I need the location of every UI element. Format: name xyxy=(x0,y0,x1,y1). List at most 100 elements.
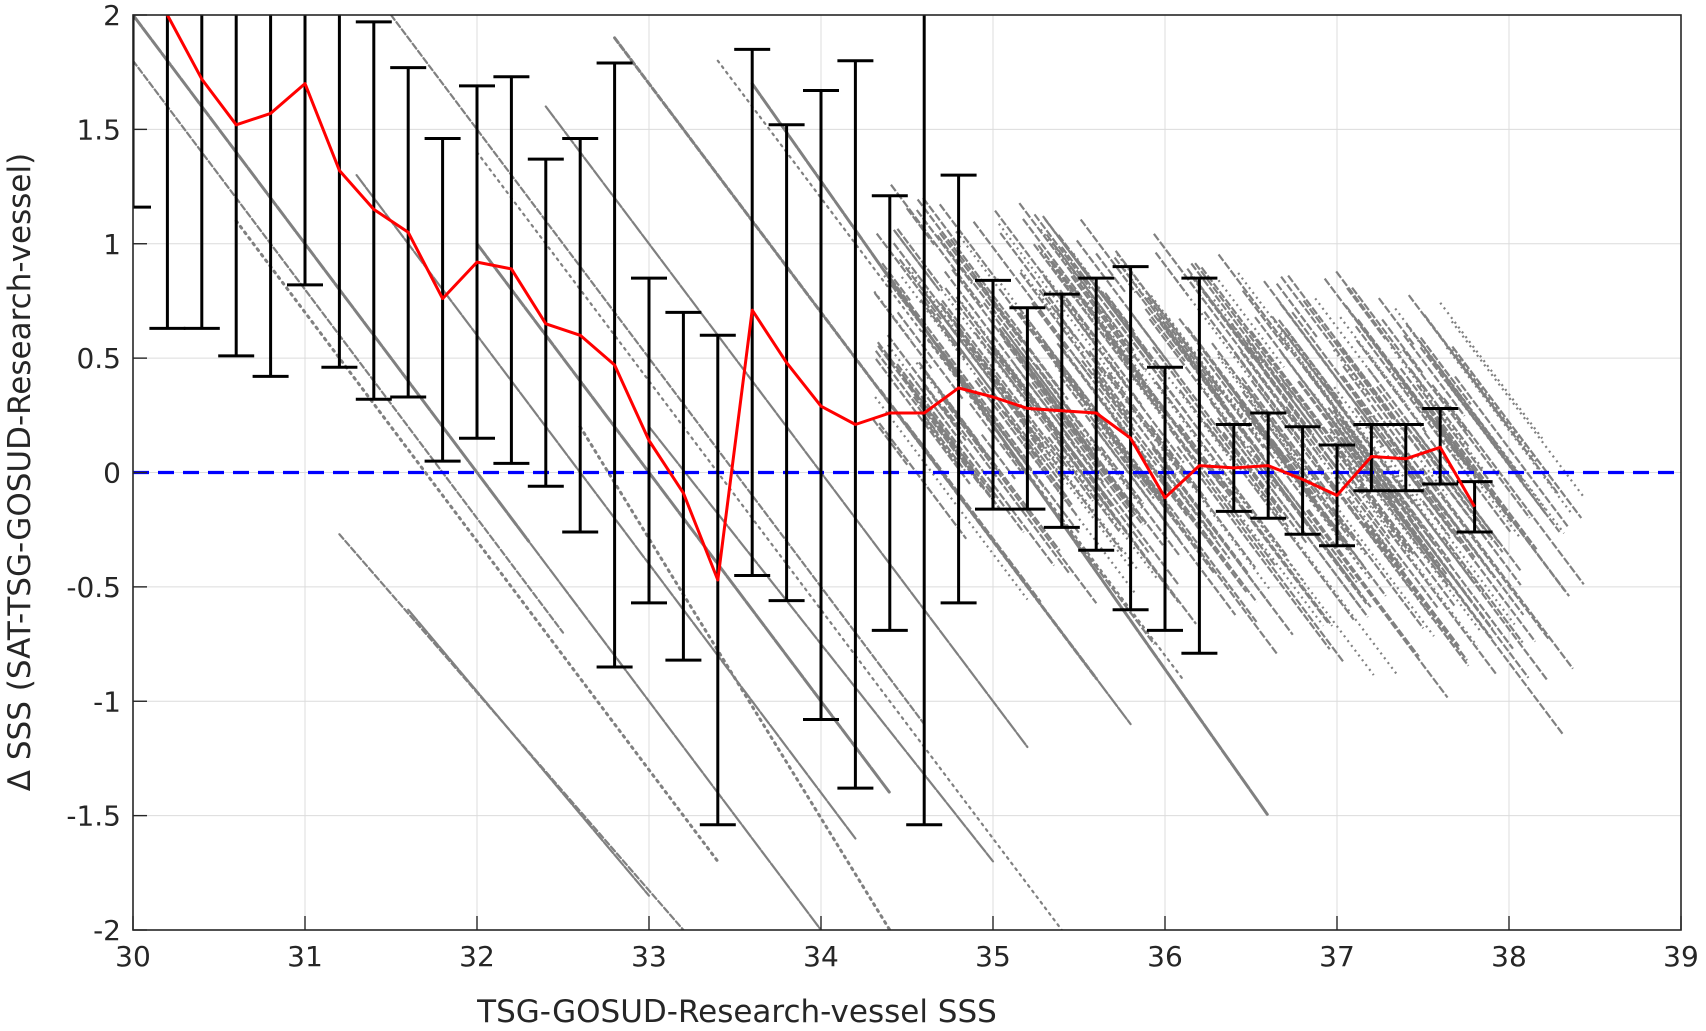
dense-streak-277 xyxy=(1254,454,1368,605)
dense-streak-375 xyxy=(1039,228,1172,404)
dense-streak-197 xyxy=(1153,233,1306,435)
dense-streak-394 xyxy=(955,296,1052,424)
dense-streak-39 xyxy=(1354,325,1512,533)
dense-streak-13 xyxy=(1003,340,1144,526)
dense-streak-193 xyxy=(1355,399,1476,559)
dense-streak-294 xyxy=(1258,355,1310,423)
dense-streak-21 xyxy=(874,350,939,434)
dense-streak-416 xyxy=(896,228,943,289)
dense-streak-17 xyxy=(1105,295,1166,375)
dense-streak-182 xyxy=(999,232,1064,317)
x-tick-label-3: 33 xyxy=(631,940,667,973)
dense-streak-324 xyxy=(1353,407,1385,448)
scatter-streak-7 xyxy=(475,151,1063,930)
mean-line xyxy=(165,15,1476,582)
dense-streak-123 xyxy=(1037,244,1079,299)
dense-streak-276 xyxy=(992,299,1069,401)
error-bar-6 xyxy=(321,15,358,369)
dense-streak-65 xyxy=(1160,367,1236,466)
dense-streak-340 xyxy=(1416,455,1448,496)
y-tick-label-1: -1.5 xyxy=(66,800,121,833)
dense-streak-349 xyxy=(1412,427,1492,532)
dense-streak-7 xyxy=(1146,296,1222,396)
dense-streak-112 xyxy=(941,397,1098,604)
dense-streak-57 xyxy=(1055,436,1197,625)
dense-streak-301 xyxy=(1402,348,1531,519)
dense-streak-304 xyxy=(1205,422,1355,621)
dense-streak-90 xyxy=(1237,272,1289,340)
dense-streak-348 xyxy=(1095,252,1128,295)
dense-streak-297 xyxy=(1369,524,1403,568)
dense-streak-273 xyxy=(898,258,1043,449)
dense-streak-338 xyxy=(935,342,1080,534)
scatter-streak-2 xyxy=(183,82,823,930)
y-axis-label: Δ SSS (SAT-TSG-GOSUD-Research-vessel) xyxy=(2,153,38,791)
error-bar-2 xyxy=(183,15,220,330)
dense-streak-22 xyxy=(1116,419,1248,593)
dense-streak-359 xyxy=(1423,314,1507,425)
dense-streak-352 xyxy=(1217,253,1340,416)
dense-streak-153 xyxy=(1093,413,1177,523)
dense-streak-372 xyxy=(974,332,1023,396)
dense-streak-215 xyxy=(1367,501,1479,647)
dense-streak-383 xyxy=(922,418,959,466)
dense-streak-271 xyxy=(1104,333,1168,417)
dense-streak-382 xyxy=(1427,353,1525,482)
error-bar-5 xyxy=(287,15,323,287)
dense-streak-356 xyxy=(1149,424,1208,501)
dense-streak-210 xyxy=(1309,499,1373,583)
dense-streak-93 xyxy=(939,232,1024,343)
dense-streak-279 xyxy=(896,311,964,400)
error-bar-25 xyxy=(975,278,1011,511)
dense-streak-407 xyxy=(1409,368,1470,447)
dense-streak-335 xyxy=(1175,279,1283,421)
dense-streak-87 xyxy=(1003,411,1043,462)
dense-streak-292 xyxy=(939,302,1021,410)
x-axis-ticks: 30 31 32 33 34 35 36 37 38 39 xyxy=(115,916,1699,973)
dense-streak-217 xyxy=(1059,375,1138,478)
dense-streak-54 xyxy=(942,405,1070,574)
dense-streak-366 xyxy=(1344,304,1444,436)
error-bar-4 xyxy=(252,15,289,378)
dense-streak-296 xyxy=(915,209,973,285)
x-tick-label-5: 35 xyxy=(975,940,1011,973)
dense-streak-258 xyxy=(1175,478,1272,607)
dense-streak-219 xyxy=(938,203,997,280)
dense-streak-404 xyxy=(1051,266,1160,410)
dense-streak-410 xyxy=(1358,427,1487,597)
dense-streak-48 xyxy=(941,299,1094,502)
dense-streak-34 xyxy=(922,197,961,248)
x-tick-label-0: 30 xyxy=(115,940,151,973)
dense-streak-380 xyxy=(1351,435,1383,476)
dense-streak-141 xyxy=(1151,445,1250,575)
dense-streak-140 xyxy=(1314,297,1389,396)
x-tick-label-2: 32 xyxy=(459,940,495,973)
dense-streak-409 xyxy=(1194,262,1322,431)
dense-streak-249 xyxy=(1059,291,1095,337)
y-tick-label-3: -0.5 xyxy=(66,571,121,604)
dense-streak-86 xyxy=(1356,318,1484,486)
dense-streak-148 xyxy=(1042,340,1088,400)
dense-streak-72 xyxy=(1442,536,1524,644)
dense-streak-267 xyxy=(1030,437,1062,478)
dense-streak-263 xyxy=(1302,300,1395,421)
dense-streak-69 xyxy=(1416,383,1496,489)
dense-streak-388 xyxy=(1014,348,1164,546)
dense-streak-60 xyxy=(1019,269,1087,358)
dense-streak-97 xyxy=(1451,345,1583,519)
dense-streak-414 xyxy=(892,242,1028,421)
dense-streak-147 xyxy=(944,287,1064,446)
error-bar-23 xyxy=(906,15,943,827)
scatter-streak-12 xyxy=(750,82,1270,818)
dense-streak-221 xyxy=(1323,383,1476,585)
x-axis-label: TSG-GOSUD-Research-vessel SSS xyxy=(476,994,997,1030)
x-tick-label-4: 34 xyxy=(803,940,839,973)
dense-streak-207 xyxy=(1244,385,1336,506)
dense-streak-124 xyxy=(1154,251,1190,297)
dense-streak-158 xyxy=(1222,431,1308,544)
dense-streak-199 xyxy=(943,270,1073,442)
dense-streak-166 xyxy=(1363,522,1468,661)
dense-streak-248 xyxy=(905,207,936,246)
dense-streak-218 xyxy=(1081,359,1218,540)
